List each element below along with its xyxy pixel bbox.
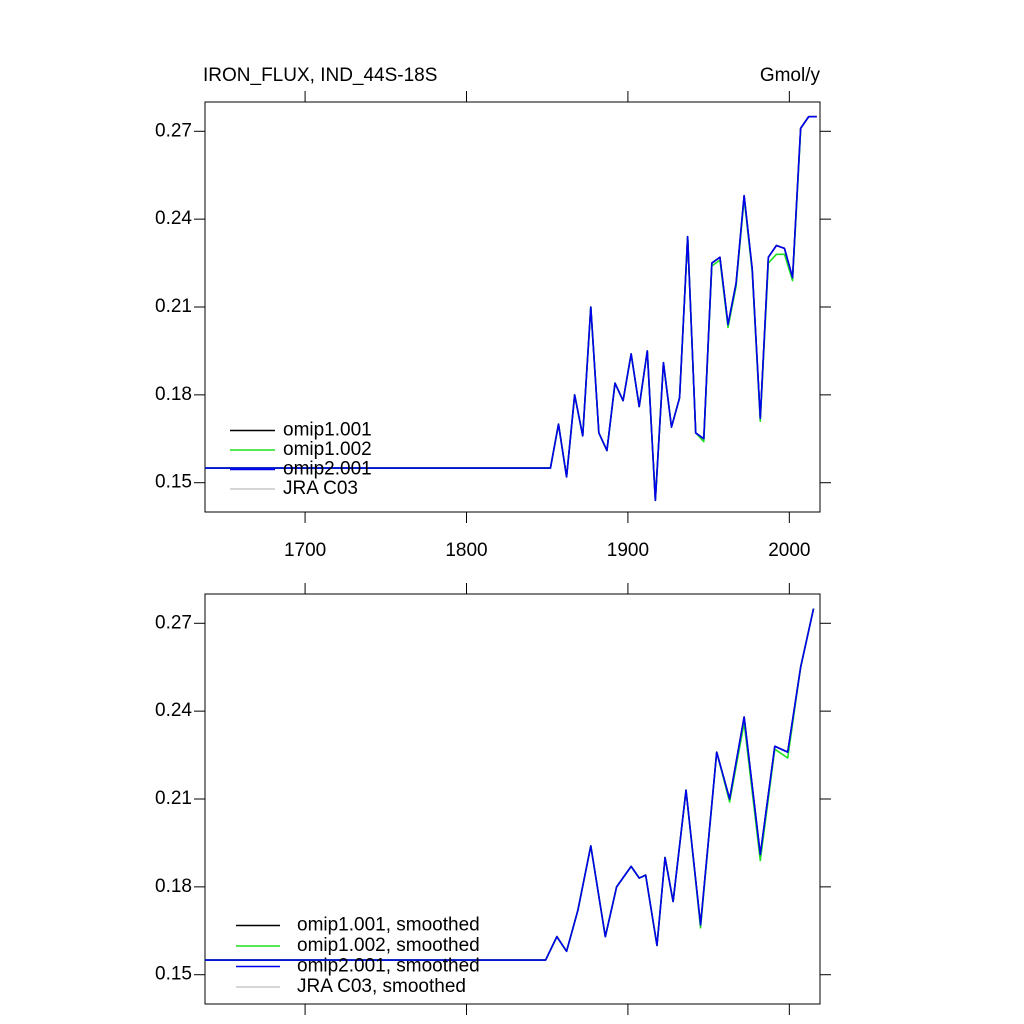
x-tick-label: 1900: [607, 540, 649, 561]
series-line: [205, 115, 817, 502]
y-tick-label: 0.21: [155, 296, 192, 317]
legend-label: omip1.002: [283, 439, 372, 460]
legend-label: omip2.001, smoothed: [297, 956, 480, 977]
y-tick-label: 0.18: [155, 876, 192, 897]
series-line: [205, 608, 815, 961]
y-tick-label: 0.21: [155, 788, 192, 809]
y-tick-label: 0.15: [155, 964, 192, 985]
x-tick-label: 1800: [445, 540, 487, 561]
legend-label: JRA C03: [283, 478, 358, 499]
units-label: Gmol/y: [760, 65, 821, 86]
legend-label: omip1.002, smoothed: [297, 935, 480, 956]
y-tick-label: 0.27: [155, 612, 192, 633]
legend-label: omip1.001, smoothed: [297, 915, 480, 936]
y-tick-label: 0.18: [155, 384, 192, 405]
series-line: [205, 608, 815, 961]
legend-label: JRA C03, smoothed: [297, 976, 466, 997]
legend-label: omip2.001: [283, 459, 372, 480]
legend-label: omip1.001: [283, 420, 372, 441]
x-tick-label: 2000: [768, 540, 810, 561]
chart-title: IRON_FLUX, IND_44S-18S: [203, 65, 437, 86]
y-tick-label: 0.24: [155, 208, 192, 229]
series-line: [205, 608, 815, 961]
y-tick-label: 0.24: [155, 700, 192, 721]
y-tick-label: 0.27: [155, 120, 192, 141]
y-tick-label: 0.15: [155, 472, 192, 493]
x-tick-label: 1700: [284, 540, 326, 561]
